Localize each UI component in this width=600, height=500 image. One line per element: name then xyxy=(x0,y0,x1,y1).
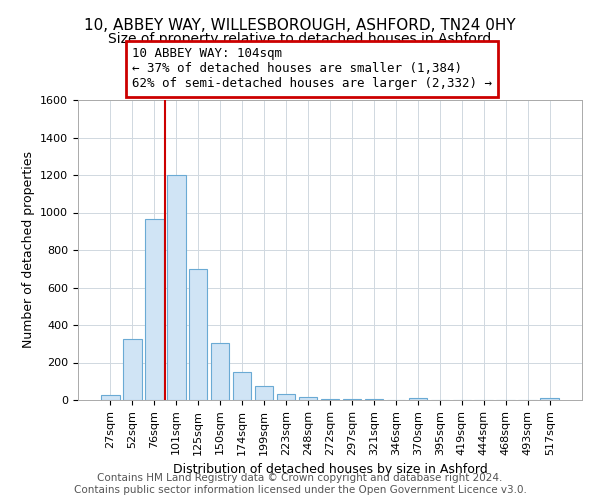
Bar xyxy=(541,398,559,400)
Bar xyxy=(299,396,317,400)
Y-axis label: Number of detached properties: Number of detached properties xyxy=(22,152,35,348)
Bar xyxy=(189,269,208,400)
Bar xyxy=(255,386,274,400)
X-axis label: Distribution of detached houses by size in Ashford: Distribution of detached houses by size … xyxy=(173,463,487,476)
Text: 10 ABBEY WAY: 104sqm
← 37% of detached houses are smaller (1,384)
62% of semi-de: 10 ABBEY WAY: 104sqm ← 37% of detached h… xyxy=(132,48,492,90)
Bar xyxy=(123,339,142,400)
Bar xyxy=(277,394,295,400)
Bar xyxy=(320,398,340,400)
Text: Size of property relative to detached houses in Ashford: Size of property relative to detached ho… xyxy=(109,32,491,46)
Text: 10, ABBEY WAY, WILLESBOROUGH, ASHFORD, TN24 0HY: 10, ABBEY WAY, WILLESBOROUGH, ASHFORD, T… xyxy=(84,18,516,32)
Bar xyxy=(409,398,427,400)
Bar xyxy=(211,343,229,400)
Bar xyxy=(167,175,185,400)
Bar xyxy=(101,396,119,400)
Text: Contains HM Land Registry data © Crown copyright and database right 2024.
Contai: Contains HM Land Registry data © Crown c… xyxy=(74,474,526,495)
Bar xyxy=(233,372,251,400)
Bar xyxy=(145,219,164,400)
Bar xyxy=(343,399,361,400)
